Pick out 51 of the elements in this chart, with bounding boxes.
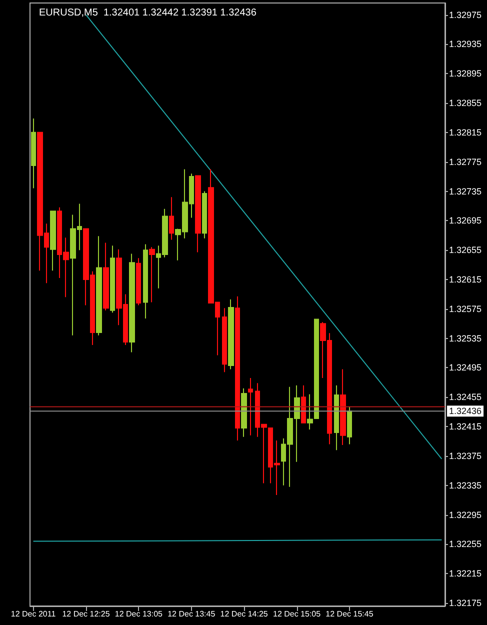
candlestick bbox=[340, 368, 346, 446]
candlestick bbox=[347, 406, 352, 445]
candlestick bbox=[222, 308, 227, 373]
candlestick bbox=[248, 378, 253, 436]
candlestick bbox=[110, 245, 115, 314]
x-tick-label: 12 Dec 13:05 bbox=[114, 610, 164, 618]
y-tick-label: 1.32335 bbox=[449, 480, 482, 490]
y-tick-label: 1.32255 bbox=[449, 539, 482, 550]
candlestick bbox=[228, 298, 234, 370]
x-tick-label: 12 Dec 13:45 bbox=[168, 610, 216, 618]
y-tick-label: 1.32415 bbox=[449, 422, 482, 432]
candlestick bbox=[129, 253, 135, 353]
y-tick-label: 1.32935 bbox=[449, 39, 482, 50]
candlestick bbox=[334, 384, 339, 451]
candlestick bbox=[149, 246, 155, 303]
y-tick-label: 1.32895 bbox=[449, 68, 482, 79]
candlestick bbox=[241, 388, 247, 438]
candlestick bbox=[143, 244, 148, 319]
candlestick bbox=[136, 258, 141, 306]
candlestick bbox=[96, 236, 102, 336]
y-tick-label: 1.32855 bbox=[449, 98, 482, 108]
y-tick-label: 1.32735 bbox=[449, 186, 482, 196]
x-tick-label: 12 Dec 15:05 bbox=[272, 610, 322, 618]
candlestick bbox=[169, 196, 174, 240]
x-tick-label: 12 Dec 2011 bbox=[10, 610, 56, 618]
y-tick-label: 1.32175 bbox=[449, 598, 482, 608]
y-tick-label: 1.32495 bbox=[449, 362, 482, 373]
y-tick-label: 1.32695 bbox=[449, 216, 482, 226]
y-tick-label: 1.32215 bbox=[449, 568, 482, 579]
y-tick-label: 1.32655 bbox=[449, 245, 482, 256]
ref-line-label: 1.32436 bbox=[449, 406, 482, 416]
y-tick-label: 1.32975 bbox=[449, 10, 482, 20]
x-tick-label: 12 Dec 12:25 bbox=[62, 610, 110, 618]
candlestick bbox=[103, 242, 109, 311]
y-tick-label: 1.32295 bbox=[449, 510, 482, 520]
candlestick bbox=[31, 118, 36, 189]
candlestick bbox=[202, 190, 207, 239]
y-tick-label: 1.32615 bbox=[449, 274, 482, 284]
candlestick bbox=[301, 384, 306, 424]
y-tick-label: 1.32775 bbox=[449, 156, 482, 167]
candlestick bbox=[235, 296, 240, 442]
x-tick-label: 12 Dec 15:45 bbox=[326, 610, 374, 618]
y-tick-label: 1.32535 bbox=[449, 333, 482, 344]
candlestick bbox=[195, 175, 201, 253]
y-tick-label: 1.32455 bbox=[449, 392, 482, 402]
chart-title: EURUSD,M5 1.32401 1.32442 1.32391 1.32436 bbox=[39, 8, 257, 18]
y-tick-label: 1.32575 bbox=[449, 304, 482, 314]
y-tick-label: 1.32815 bbox=[449, 127, 482, 138]
candlestick bbox=[50, 210, 56, 272]
x-tick-label: 12 Dec 14:25 bbox=[220, 610, 268, 618]
y-tick-label: 1.32375 bbox=[449, 450, 482, 461]
